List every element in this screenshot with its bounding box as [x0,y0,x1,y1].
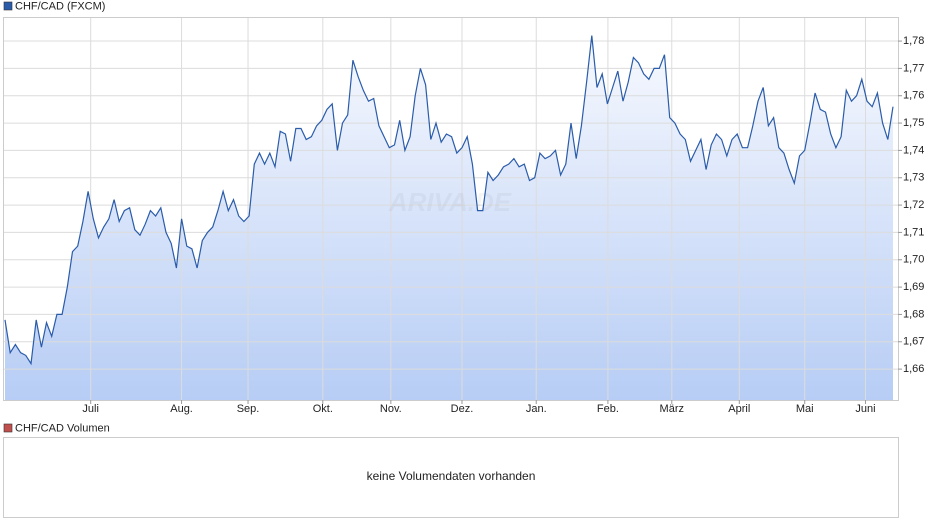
y-tick-label: 1,75 [903,117,924,129]
x-tick-label: Okt. [313,403,333,415]
y-tick-label: 1,74 [903,144,924,156]
volume-title: CHF/CAD Volumen [15,422,110,434]
legend-swatch [3,1,13,11]
plot-frame [3,17,899,401]
y-tick-label: 1,68 [903,308,924,320]
x-tick-label: Aug. [170,403,193,415]
x-tick-label: Feb. [597,403,619,415]
chart-title: CHF/CAD (FXCM) [15,0,105,12]
volume-frame [3,437,899,518]
x-tick-label: Sep. [237,403,260,415]
price-line [4,35,894,366]
volume-message: keine Volumendaten vorhanden [367,469,536,483]
x-tick-label: Juli [82,403,99,415]
y-tick-label: 1,73 [903,172,924,184]
y-tick-label: 1,67 [903,336,924,348]
y-tick-label: 1,77 [903,62,924,74]
x-tick-label: Mai [796,403,814,415]
x-tick-label: Nov. [380,403,402,415]
y-tick-label: 1,71 [903,226,924,238]
y-tick-label: 1,66 [903,363,924,375]
y-tick-label: 1,78 [903,35,924,47]
y-tick-label: 1,72 [903,199,924,211]
y-tick-label: 1,70 [903,254,924,266]
y-tick-label: 1,76 [903,90,924,102]
area-fill [5,35,893,400]
y-tick-label: 1,69 [903,281,924,293]
x-tick-label: April [728,403,750,415]
x-tick-label: Dez. [451,403,474,415]
watermark: ARIVA.DE [388,187,512,217]
legend-swatch [3,423,13,433]
x-tick-label: Jan. [526,403,547,415]
x-tick-label: Juni [855,403,875,415]
x-tick-label: März [660,403,684,415]
plot: ARIVA.DE [3,17,898,400]
